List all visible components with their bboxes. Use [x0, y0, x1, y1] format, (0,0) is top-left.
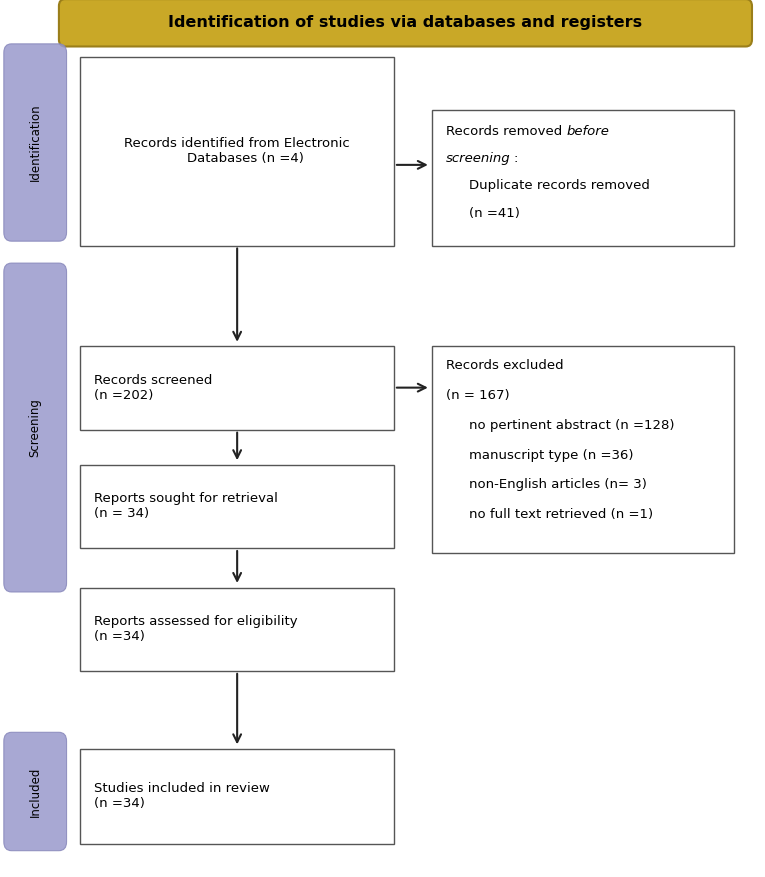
Text: Records excluded: Records excluded — [446, 360, 564, 372]
Text: (n = 167): (n = 167) — [446, 389, 509, 402]
FancyBboxPatch shape — [4, 732, 67, 851]
FancyBboxPatch shape — [432, 110, 734, 246]
FancyBboxPatch shape — [4, 44, 67, 241]
Text: Studies included in review
(n =34): Studies included in review (n =34) — [94, 782, 270, 810]
Text: Records removed: Records removed — [446, 125, 567, 138]
FancyBboxPatch shape — [80, 749, 394, 844]
Text: before: before — [567, 125, 610, 138]
FancyBboxPatch shape — [432, 346, 734, 553]
Text: manuscript type (n =36): manuscript type (n =36) — [469, 449, 633, 461]
Text: Identification: Identification — [29, 103, 41, 182]
Text: no full text retrieved (n =1): no full text retrieved (n =1) — [469, 509, 653, 521]
FancyBboxPatch shape — [59, 0, 752, 46]
Text: Reports sought for retrieval
(n = 34): Reports sought for retrieval (n = 34) — [94, 493, 278, 520]
Text: non-English articles (n= 3): non-English articles (n= 3) — [469, 479, 647, 491]
Text: Identification of studies via databases and registers: Identification of studies via databases … — [168, 15, 643, 31]
Text: no pertinent abstract (n =128): no pertinent abstract (n =128) — [469, 419, 675, 431]
FancyBboxPatch shape — [80, 57, 394, 246]
Text: Reports assessed for eligibility
(n =34): Reports assessed for eligibility (n =34) — [94, 616, 298, 643]
Text: Included: Included — [29, 766, 41, 816]
Text: screening: screening — [446, 153, 510, 165]
Text: (n =41): (n =41) — [469, 207, 520, 219]
FancyBboxPatch shape — [80, 588, 394, 671]
Text: :: : — [513, 153, 518, 165]
FancyBboxPatch shape — [80, 346, 394, 430]
FancyBboxPatch shape — [80, 465, 394, 548]
FancyBboxPatch shape — [4, 263, 67, 592]
Text: Duplicate records removed: Duplicate records removed — [469, 180, 649, 192]
Text: Records screened
(n =202): Records screened (n =202) — [94, 374, 213, 402]
Text: Screening: Screening — [29, 398, 41, 457]
Text: Records identified from Electronic
    Databases (n =4): Records identified from Electronic Datab… — [124, 138, 350, 165]
